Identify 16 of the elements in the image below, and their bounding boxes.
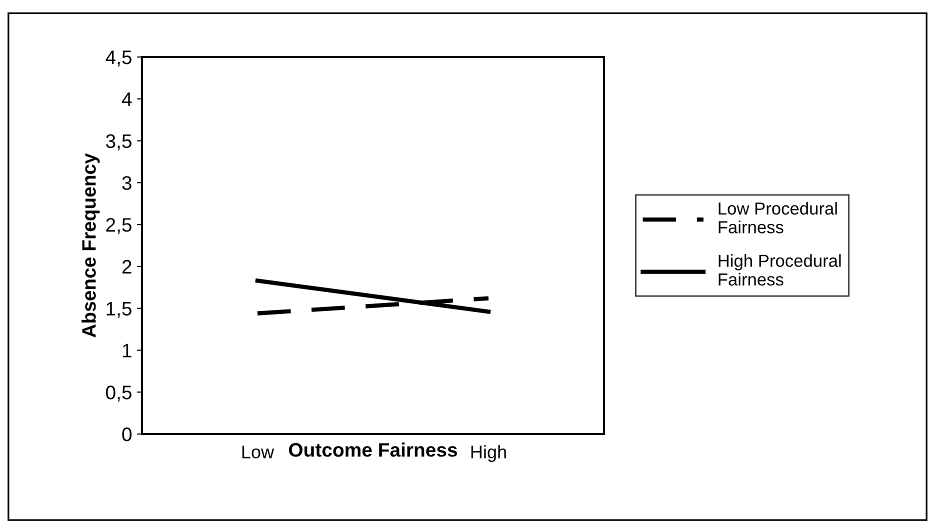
y-tick-label: 4 — [122, 92, 132, 106]
y-tick-label: 1,5 — [106, 302, 132, 318]
x-tick-label: Low — [242, 446, 274, 458]
y-tick-label: 3 — [122, 176, 132, 190]
legend-label: High Procedural Fairness — [718, 254, 841, 286]
y-tick-label: 3,5 — [106, 134, 132, 150]
legend-label: Low Procedural Fairness — [718, 202, 837, 234]
y-tick-label: 1 — [122, 344, 132, 358]
x-tick-label: High — [471, 445, 506, 462]
y-tick-label: 0,5 — [106, 386, 132, 402]
y-tick-label: 0 — [122, 427, 132, 442]
x-axis-title: Outcome Fairness — [288, 442, 458, 457]
y-tick-label: 2,5 — [106, 218, 132, 234]
y-tick-label: 4,5 — [106, 50, 132, 67]
y-tick-label: 2 — [122, 260, 132, 274]
y-axis-title: Absence Frequency — [82, 153, 100, 338]
